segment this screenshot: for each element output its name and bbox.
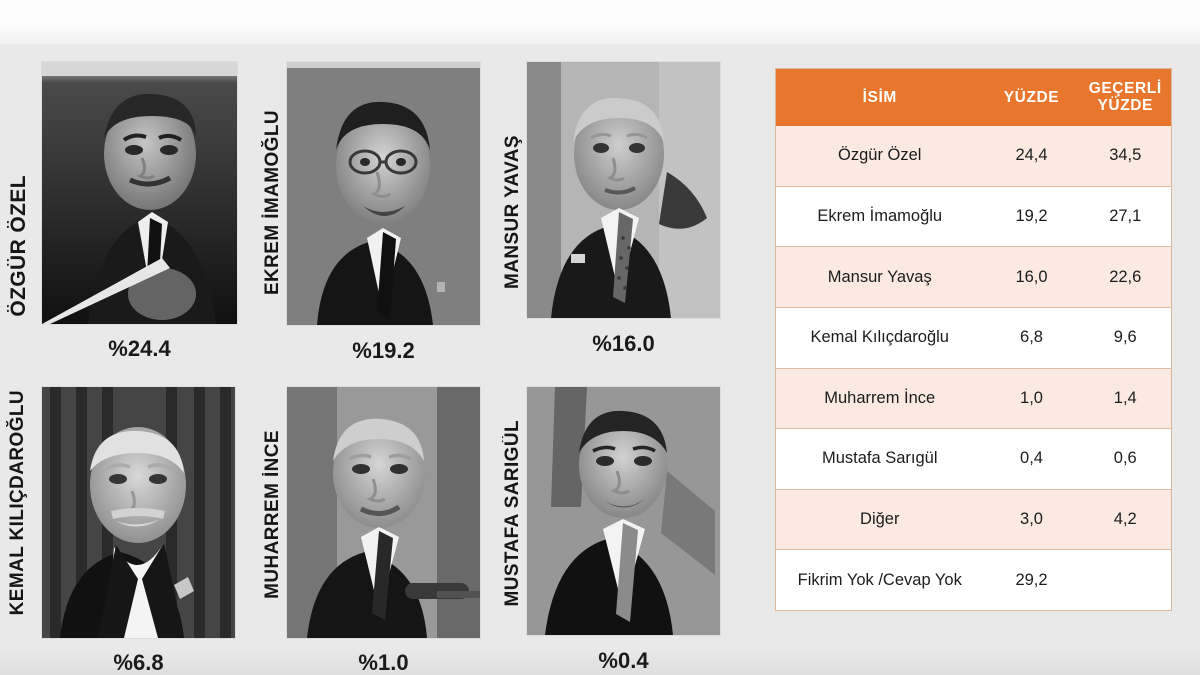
candidate-caption: %1.0 xyxy=(358,650,409,675)
table-row: Mustafa Sarıgül 0,4 0,6 xyxy=(775,428,1172,490)
candidate-vertical-label: MANSUR YAVAŞ xyxy=(502,135,523,290)
candidate-photo-frame xyxy=(287,387,480,638)
candidate-card-muharrem-ince: MUHARREM İNCE xyxy=(245,382,510,675)
candidate-card-ekrem-imamoglu: EKREM İMAMOĞLU xyxy=(245,55,510,363)
candidate-photo-frame xyxy=(527,62,720,318)
ozgur-ozel-portrait-image xyxy=(42,62,237,324)
cell-percent: 6,8 xyxy=(983,306,1080,368)
column-header-percent: YÜZDE xyxy=(983,68,1080,126)
bottom-background-wash xyxy=(0,649,1200,675)
cell-name: Diğer xyxy=(775,488,984,550)
table-row: Diğer 3,0 4,2 xyxy=(775,488,1172,550)
column-header-valid-percent: GEÇERLİ YÜZDE xyxy=(1079,68,1172,126)
poll-results-table: İSİM YÜZDE GEÇERLİ YÜZDE Özgür Özel 24,4… xyxy=(775,68,1172,611)
cell-name: Fikrim Yok /Cevap Yok xyxy=(775,549,984,611)
valid-percent-line-1: GEÇERLİ xyxy=(1088,79,1162,97)
top-background-wash xyxy=(0,0,1200,44)
candidate-photo-frame xyxy=(42,62,237,324)
valid-percent-line-2: YÜZDE xyxy=(1097,97,1154,115)
table-row: Özgür Özel 24,4 34,5 xyxy=(775,125,1172,187)
candidate-photo-frame xyxy=(287,62,480,325)
cell-name: Özgür Özel xyxy=(775,125,984,187)
cell-valid-percent: 34,5 xyxy=(1079,125,1172,187)
cell-valid-percent: 9,6 xyxy=(1079,306,1172,368)
cell-valid-percent: 1,4 xyxy=(1079,367,1172,429)
table-row: Mansur Yavaş 16,0 22,6 xyxy=(775,246,1172,308)
cell-percent: 3,0 xyxy=(983,488,1080,550)
cell-valid-percent: 4,2 xyxy=(1079,488,1172,550)
cell-name: Mustafa Sarıgül xyxy=(775,428,984,490)
cell-percent: 0,4 xyxy=(983,428,1080,490)
candidate-caption: %6.8 xyxy=(113,650,164,675)
muharrem-ince-portrait-image xyxy=(287,387,480,638)
ekrem-imamoglu-portrait-image xyxy=(287,62,480,325)
column-header-name: İSİM xyxy=(775,68,984,126)
table-row: Kemal Kılıçdaroğlu 6,8 9,6 xyxy=(775,306,1172,368)
candidate-card-kemal-kilicdaroglu: KEMAL KILIÇDAROĞLU xyxy=(0,382,265,675)
cell-percent: 1,0 xyxy=(983,367,1080,429)
table-row: Ekrem İmamoğlu 19,2 27,1 xyxy=(775,185,1172,247)
cell-valid-percent: 22,6 xyxy=(1079,246,1172,308)
cell-percent: 29,2 xyxy=(983,549,1080,611)
cell-percent: 16,0 xyxy=(983,246,1080,308)
cell-percent: 24,4 xyxy=(983,125,1080,187)
candidate-vertical-label: KEMAL KILIÇDAROĞLU xyxy=(7,390,28,616)
mansur-yavas-portrait-image xyxy=(527,62,720,318)
cell-valid-percent: 27,1 xyxy=(1079,185,1172,247)
candidate-caption: %16.0 xyxy=(592,331,655,356)
cell-name: Ekrem İmamoğlu xyxy=(775,185,984,247)
candidate-caption: %0.4 xyxy=(598,648,649,673)
kemal-kilicdaroglu-portrait-image xyxy=(42,387,235,638)
cell-name: Mansur Yavaş xyxy=(775,246,984,308)
table-row: Muharrem İnce 1,0 1,4 xyxy=(775,367,1172,429)
candidate-card-mansur-yavas: MANSUR YAVAŞ xyxy=(485,55,750,356)
candidate-caption: %19.2 xyxy=(352,338,415,363)
mustafa-sarigul-portrait-image xyxy=(527,387,720,635)
candidate-card-mustafa-sarigul: MUSTAFA SARIGÜL xyxy=(485,382,750,673)
cell-valid-percent xyxy=(1079,549,1172,611)
candidate-photo-frame xyxy=(527,387,720,635)
cell-valid-percent: 0,6 xyxy=(1079,428,1172,490)
cell-name: Kemal Kılıçdaroğlu xyxy=(775,306,984,368)
candidate-vertical-label: EKREM İMAMOĞLU xyxy=(262,110,283,296)
candidate-photo-frame xyxy=(42,387,235,638)
cell-name: Muharrem İnce xyxy=(775,367,984,429)
cell-percent: 19,2 xyxy=(983,185,1080,247)
table-row: Fikrim Yok /Cevap Yok 29,2 xyxy=(775,549,1172,611)
candidate-vertical-label: MUHARREM İNCE xyxy=(262,430,283,599)
table-header-row: İSİM YÜZDE GEÇERLİ YÜZDE xyxy=(775,68,1172,126)
candidate-caption: %24.4 xyxy=(108,336,171,361)
candidate-vertical-label: ÖZGÜR ÖZEL xyxy=(7,175,30,317)
candidate-card-ozgur-ozel: ÖZGÜR ÖZEL xyxy=(0,55,265,361)
candidate-vertical-label: MUSTAFA SARIGÜL xyxy=(502,420,523,607)
